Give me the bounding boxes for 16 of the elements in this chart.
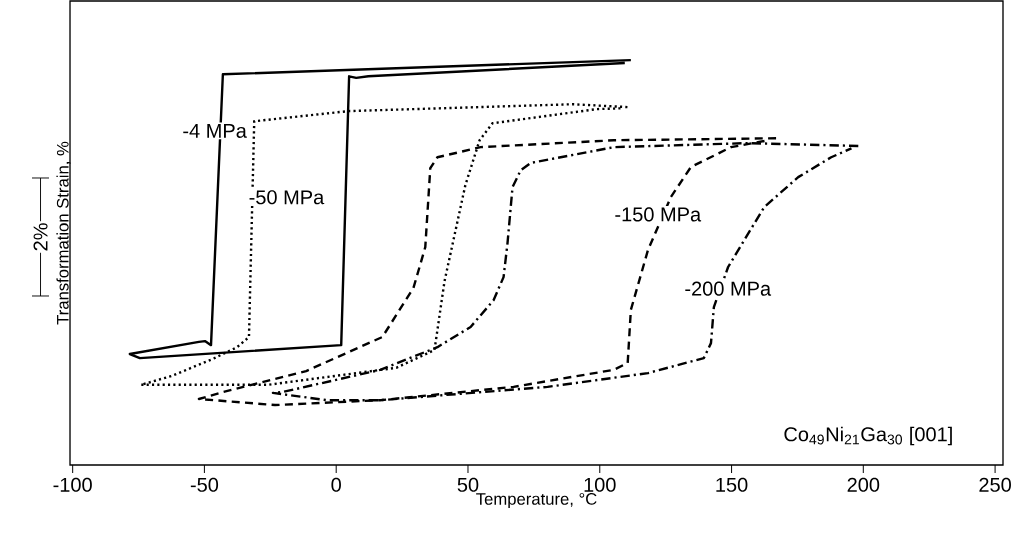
x-tick-label: -50 [190,477,219,492]
series-label: -50 MPa [249,190,325,205]
x-tick-label: 150 [716,477,748,492]
annotation: Co$_{49}$Ni$_{21}$Ga$_{30}$ [001] [784,426,952,446]
series-label: -4 MPa [183,123,247,138]
x-tick-label: -100 [53,477,92,492]
series-label: -150 MPa [615,207,702,222]
x-tick-label: 200 [847,477,880,492]
text: 2% [33,223,48,251]
y-axis-title: Transformation Strain, % [56,141,71,325]
x-tick-label: 0 [331,477,341,492]
x-tick-label: 100 [584,477,616,492]
x-axis-title: Temperature, °C [476,493,597,509]
series-label: -200 MPa [685,281,772,296]
x-tick-label: 50 [457,477,479,492]
x-tick-label: 250 [979,477,1011,492]
